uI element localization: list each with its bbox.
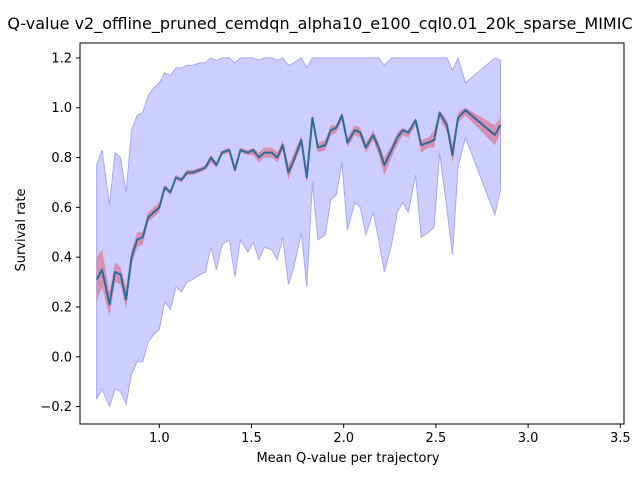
outer-band [96,56,501,409]
y-tick-label: 0.4 [51,251,72,266]
x-tick-label: 1.0 [149,431,170,446]
plot-area [95,56,502,409]
y-tick-label: 0.2 [51,300,72,315]
chart-title: Q-value v2_offline_pruned_cemdqn_alpha10… [7,14,632,34]
x-tick-label: 1.5 [241,431,262,446]
axes-frame [79,42,625,425]
y-tick-label: 1.2 [51,51,72,66]
x-tick-label: 2.0 [333,431,354,446]
y-tick-label: 0.0 [51,350,72,365]
x-tick-label: 2.5 [426,431,447,446]
mean-line [95,109,502,306]
y-tick-label: 0.8 [51,151,72,166]
x-axis-label: Mean Q-value per trajectory [256,451,439,466]
x-tick-label: 3.0 [518,431,539,446]
y-axis-label: Survival rate [14,189,29,272]
y-tick-label: −0.2 [40,400,72,415]
x-tick-label: 3.5 [610,431,631,446]
x-axis: 1.0 1.5 2.0 2.5 3.0 3.5 [149,424,631,446]
y-tick-label: 0.6 [51,201,72,216]
y-axis: −0.2 0.0 0.2 0.4 0.6 0.8 1.0 1.2 [40,51,80,415]
y-tick-label: 1.0 [51,101,72,116]
